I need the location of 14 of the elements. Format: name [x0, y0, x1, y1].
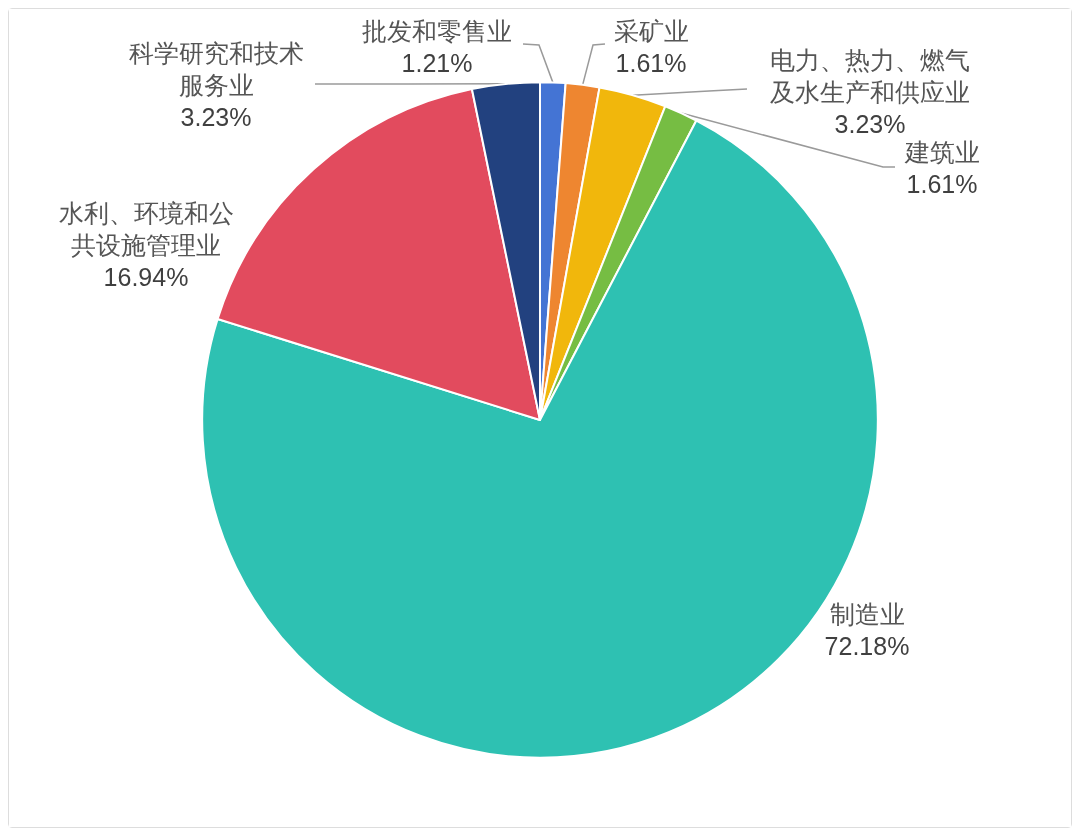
data-label: 16.94%: [103, 263, 189, 291]
data-label: 3.23%: [834, 110, 906, 138]
slice-label: 电力、热力、燃气及水生产和供应业: [770, 45, 970, 107]
slice-label: 水利、环境和公共设施管理业: [58, 198, 234, 260]
slice-label: 建筑业: [903, 137, 980, 167]
data-label: 72.18%: [824, 632, 910, 660]
slice-label: 科学研究和技术服务业: [128, 38, 304, 100]
data-label: 1.21%: [401, 49, 473, 77]
data-label: 3.23%: [180, 103, 252, 131]
slice-label: 采矿业: [613, 16, 689, 46]
slice-label: 制造业: [829, 599, 905, 629]
slice-label: 批发和零售业: [362, 16, 512, 46]
data-label: 1.61%: [615, 49, 687, 77]
data-label: 1.61%: [906, 170, 978, 198]
